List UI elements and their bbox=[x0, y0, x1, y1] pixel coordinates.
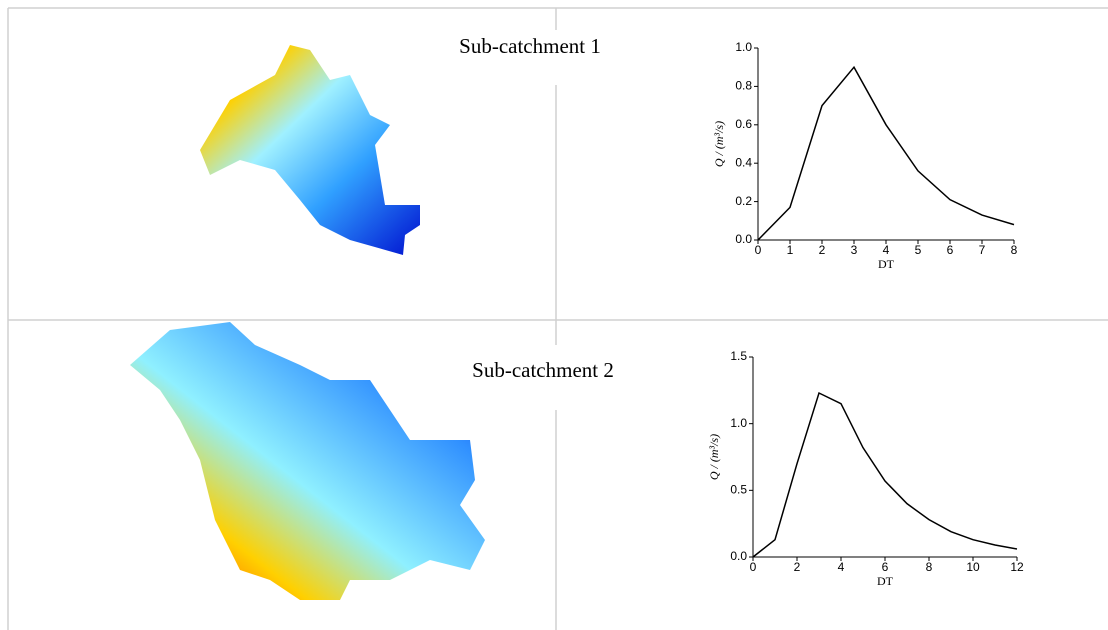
y-tick-label: 0.5 bbox=[730, 483, 747, 497]
chart-title: Sub-catchment 2 bbox=[472, 358, 614, 382]
x-tick-label: 8 bbox=[1011, 243, 1018, 257]
y-tick-label: 1.0 bbox=[730, 416, 747, 430]
x-tick-label: 4 bbox=[883, 243, 890, 257]
y-axis-label: Q / (m³/s) bbox=[712, 121, 726, 167]
x-tick-label: 1 bbox=[787, 243, 794, 257]
y-tick-label: 0.2 bbox=[735, 194, 752, 208]
data-line bbox=[753, 393, 1017, 557]
y-tick-label: 0.0 bbox=[730, 549, 747, 563]
x-tick-label: 5 bbox=[915, 243, 922, 257]
x-tick-label: 4 bbox=[838, 560, 845, 574]
catchment-map bbox=[130, 322, 485, 600]
x-tick-label: 6 bbox=[947, 243, 954, 257]
catchment-map bbox=[200, 45, 420, 255]
y-tick-label: 0.6 bbox=[735, 117, 752, 131]
x-tick-label: 2 bbox=[794, 560, 801, 574]
y-tick-label: 0.8 bbox=[735, 79, 752, 93]
x-tick-label: 8 bbox=[926, 560, 933, 574]
y-axis-label: Q / (m³/s) bbox=[707, 434, 721, 480]
y-tick-label: 1.5 bbox=[730, 349, 747, 363]
chart-title: Sub-catchment 1 bbox=[459, 34, 601, 58]
figure: Sub-catchment 10.00.20.40.60.81.00123456… bbox=[0, 0, 1108, 630]
y-tick-label: 0.0 bbox=[735, 232, 752, 246]
page: {"chart_data": [ {"type": "line", "title… bbox=[0, 0, 1108, 630]
x-tick-label: 10 bbox=[966, 560, 980, 574]
data-line bbox=[758, 67, 1014, 240]
x-axis-label: DT bbox=[878, 257, 895, 271]
x-tick-label: 0 bbox=[750, 560, 757, 574]
x-tick-label: 3 bbox=[851, 243, 858, 257]
grid-frame bbox=[8, 8, 1108, 630]
y-tick-label: 0.4 bbox=[735, 155, 752, 169]
x-axis-label: DT bbox=[877, 574, 894, 588]
x-tick-label: 0 bbox=[755, 243, 762, 257]
x-tick-label: 2 bbox=[819, 243, 826, 257]
x-tick-label: 6 bbox=[882, 560, 889, 574]
x-tick-label: 12 bbox=[1010, 560, 1024, 574]
x-tick-label: 7 bbox=[979, 243, 986, 257]
y-tick-label: 1.0 bbox=[735, 40, 752, 54]
